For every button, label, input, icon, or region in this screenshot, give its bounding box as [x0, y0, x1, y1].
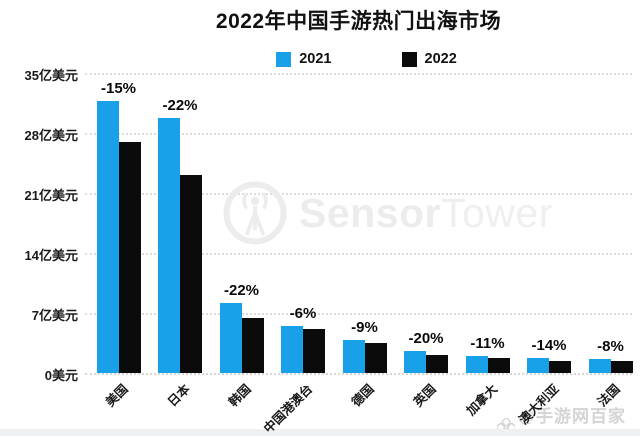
legend-swatch-2021	[276, 51, 292, 67]
x-tick-label: 美国	[103, 381, 132, 410]
legend-item-2022: 2022	[401, 51, 457, 67]
legend-item-2021: 2021	[276, 51, 332, 67]
x-tick-label: 中国港澳台	[261, 381, 316, 436]
bar-2022-加拿大	[487, 358, 510, 373]
bar-2022-德国	[364, 342, 387, 373]
gridline	[85, 253, 632, 255]
bar-2022-美国	[118, 141, 141, 373]
x-tick-label: 英国	[411, 381, 439, 410]
pct-change-label: -22%	[162, 97, 198, 115]
pct-change-label: -20%	[408, 329, 444, 347]
bar-2022-澳大利亚	[549, 360, 571, 373]
gridline	[85, 313, 632, 315]
x-tick-label: 加拿大	[463, 381, 501, 419]
pct-change-label: -6%	[289, 304, 317, 322]
gridline	[85, 133, 632, 135]
bar-2021-加拿大	[465, 355, 488, 373]
bar-2022-韩国	[241, 318, 264, 373]
y-tick-label: 0美元	[44, 368, 78, 383]
y-tick-label: 14亿美元	[24, 248, 78, 263]
y-tick-label: 35亿美元	[24, 68, 78, 83]
x-tick-label: 日本	[165, 381, 193, 410]
gridline	[85, 73, 632, 75]
bar-2021-日本	[158, 118, 180, 373]
bar-2021-澳大利亚	[527, 357, 549, 373]
bar-2021-韩国	[219, 302, 242, 373]
gridline	[85, 193, 632, 195]
bar-2021-中国港澳台	[281, 325, 303, 373]
y-axis-labels: 35亿美元 28亿美元 21亿美元 14亿美元 7亿美元 0美元	[0, 68, 78, 383]
bar-2022-法国	[610, 361, 633, 373]
chart-title: 2022年中国手游热门出海市场	[215, 10, 502, 33]
legend-label-2022: 2022	[424, 51, 457, 67]
bar-2021-英国	[404, 350, 426, 373]
bar-2022-日本	[180, 175, 202, 373]
bar-2021-德国	[342, 339, 365, 373]
x-tick-label: 德国	[349, 381, 378, 410]
bar-2022-英国	[426, 355, 448, 373]
plot-area: -15% -22% -22% -6% -9% -20% -11% -14% -8%	[85, 73, 633, 375]
legend: 2021 2022	[85, 51, 632, 67]
y-tick-label: 21亿美元	[24, 188, 78, 203]
pct-change-label: -22%	[223, 281, 260, 299]
bar-2021-法国	[588, 358, 611, 373]
y-tick-label: 28亿美元	[24, 128, 78, 143]
pct-change-label: -15%	[100, 80, 137, 98]
pct-change-label: -8%	[597, 337, 624, 355]
legend-swatch-2022	[401, 51, 417, 67]
y-tick-label: 7亿美元	[31, 308, 78, 323]
legend-label-2021: 2021	[299, 51, 332, 67]
bar-2022-中国港澳台	[303, 328, 325, 373]
pct-change-label: -14%	[531, 336, 567, 354]
x-tick-label: 韩国	[226, 381, 255, 410]
gridline	[85, 373, 632, 375]
pct-change-label: -11%	[470, 334, 505, 352]
footer-strip	[0, 429, 640, 436]
bar-2021-美国	[96, 101, 119, 373]
pct-change-label: -9%	[351, 318, 378, 336]
